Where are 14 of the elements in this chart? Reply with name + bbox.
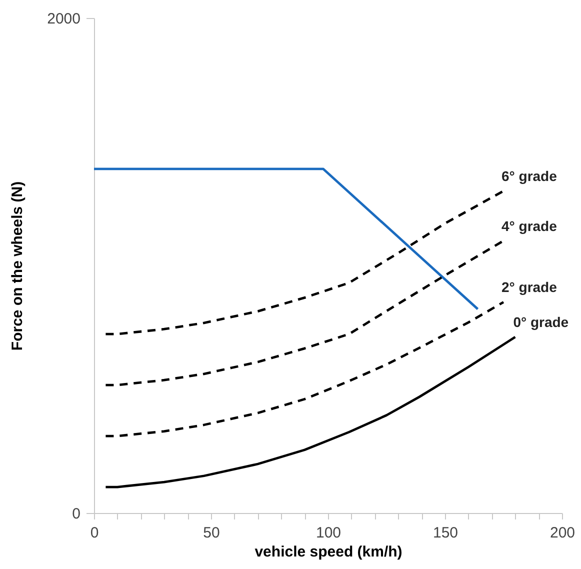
y-axis-title: Force on the wheels (N) — [9, 181, 26, 351]
x-tick-label: 100 — [316, 524, 342, 542]
x-tick-label: 150 — [432, 524, 458, 542]
x-tick-label: 200 — [550, 524, 576, 542]
series-label: 4° grade — [502, 218, 558, 234]
line-series — [104, 336, 516, 488]
series-label: 2° grade — [502, 279, 558, 296]
series-label: 6° grade — [502, 168, 558, 184]
x-tick-label: 50 — [203, 524, 220, 542]
x-axis-title: vehicle speed (km/h) — [254, 544, 402, 560]
series-label: 0° grade — [513, 314, 569, 330]
y-tick-label: 2000 — [47, 10, 80, 28]
line-series — [104, 300, 505, 438]
x-tick-label: 0 — [90, 524, 99, 542]
